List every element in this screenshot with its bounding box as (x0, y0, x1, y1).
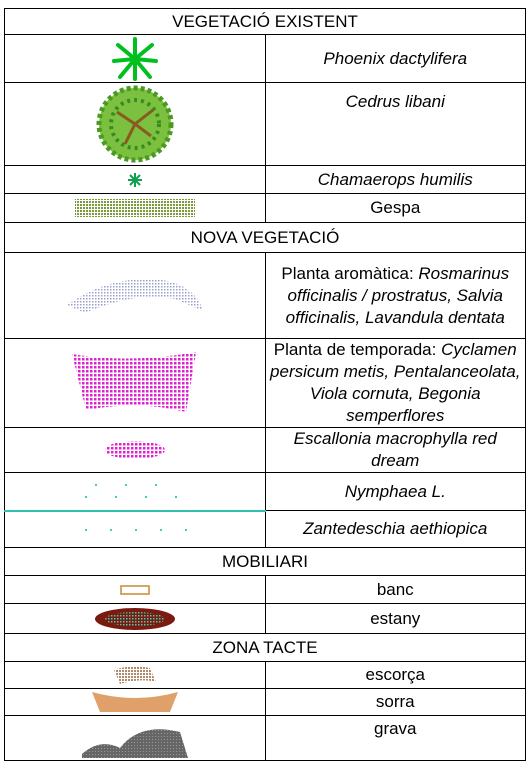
icon-cell (4, 472, 266, 511)
label-text: grava (373, 719, 417, 738)
label-italic: Cedrus libani (345, 92, 445, 111)
label-text: banc (376, 579, 414, 599)
lawn-icon (74, 199, 195, 217)
icon-cell (4, 688, 266, 716)
icon-cell (4, 193, 266, 223)
cedar-icon (96, 85, 174, 163)
icon-cell (4, 338, 266, 428)
pond-icon (94, 607, 175, 630)
row-label: escorça (264, 661, 526, 689)
row-label: estany (264, 603, 526, 634)
label-text: estany (370, 608, 421, 628)
row-label: grava (264, 715, 526, 761)
bark-icon (113, 666, 156, 684)
section-title: ZONA TACTE (4, 633, 526, 662)
row-label: Chamaerops humilis (264, 165, 526, 194)
icon-cell (4, 427, 266, 473)
row-label: sorra (264, 688, 526, 716)
bench-icon (120, 584, 150, 595)
icon-cell (4, 509, 266, 548)
section-title: MOBILIARI (4, 547, 526, 576)
palm-icon (111, 36, 158, 81)
label-italic: Nymphaea L. (344, 481, 446, 501)
section-title: VEGETACIÓ EXISTENT (4, 8, 526, 35)
icon-cell (4, 34, 266, 83)
icon-cell (4, 82, 266, 166)
seasonal-icon (71, 352, 196, 412)
row-label: Planta de temporada: Cyclamen persicum m… (264, 338, 526, 428)
icon-cell (4, 252, 266, 339)
row-label: Planta aromàtica: Rosmarinus officinalis… (264, 252, 526, 339)
legend-table: VEGETACIÓ EXISTENT Phoenix dactylifera C… (4, 8, 526, 761)
label-italic: Escallonia macrophylla red dream (293, 429, 497, 470)
escallonia-icon (104, 441, 165, 459)
row-label: Zantedeschia aethiopica (264, 510, 526, 548)
palm-small-icon (127, 172, 142, 187)
aromatic-icon (66, 278, 203, 313)
label-italic: Zantedeschia aethiopica (303, 519, 488, 538)
nymphaea-icon (84, 484, 177, 499)
row-label: Gespa (264, 193, 526, 223)
label-text: Planta de temporada: (273, 340, 437, 359)
row-label: Nymphaea L. (264, 472, 526, 511)
icon-cell (4, 165, 266, 194)
row-label: Cedrus libani (264, 82, 526, 166)
label-text: sorra (375, 692, 415, 711)
page: {"sections": [ {"title": "VEGETACIÓ EXIS… (4, 8, 526, 761)
label-italic: Chamaerops humilis (317, 169, 473, 189)
label-text: Gespa (370, 198, 421, 217)
label-italic: Rosmarinus officinalis / prostratus, Sal… (285, 263, 510, 327)
icon-cell (4, 715, 266, 761)
label-text: Planta aromàtica: (281, 263, 414, 283)
section-title: NOVA VEGETACIÓ (4, 222, 526, 253)
gravel-icon (81, 729, 188, 758)
row-label: Escallonia macrophylla red dream (264, 427, 526, 473)
icon-cell (4, 603, 266, 634)
sand-icon (91, 692, 178, 712)
label-italic: Phoenix dactylifera (323, 48, 468, 68)
icon-cell (4, 661, 266, 689)
label-italic: Cyclamen persicum metis, Pentalanceolata… (270, 340, 521, 425)
icon-cell (4, 575, 266, 604)
zantedeschia-icon (84, 529, 187, 532)
label-text: escorça (365, 665, 426, 684)
row-label: Phoenix dactylifera (264, 34, 526, 83)
row-label: banc (264, 575, 526, 604)
